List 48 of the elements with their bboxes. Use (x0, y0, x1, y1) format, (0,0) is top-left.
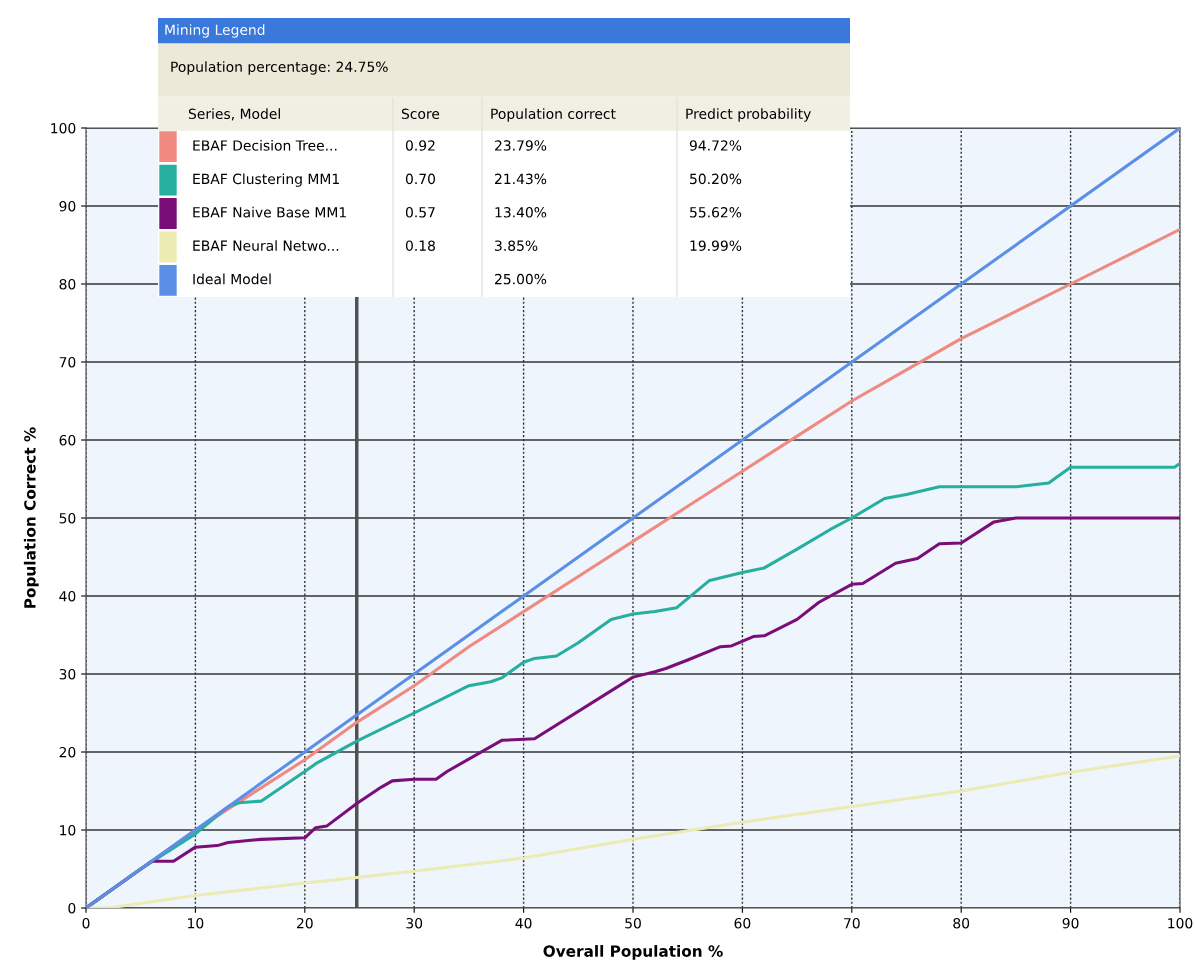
y-tick-label: 0 (68, 902, 76, 914)
legend-label: EBAF Decision Tree... (193, 139, 337, 151)
x-tick-label: 80 (953, 917, 970, 929)
legend-label: EBAF Clustering MM1 (193, 173, 339, 187)
text: Score (401, 108, 440, 120)
y-tick-label: 40 (59, 590, 76, 602)
x-tick-label: 40 (515, 917, 532, 929)
text: Series, Model (188, 108, 280, 121)
annotation: 0.57 (405, 207, 435, 218)
chart-subtitle: Population percentage: 24.75% (171, 61, 388, 75)
legend-label: EBAF Naive Base MM1 (193, 206, 346, 218)
annotation: 0.70 (405, 173, 435, 185)
annotation: 25.00% (495, 273, 547, 285)
annotation: 13.40% (495, 207, 547, 218)
y-tick-label: 90 (59, 200, 76, 212)
x-axis-title: Overall Population % (543, 945, 723, 960)
annotation: 0.92 (405, 140, 435, 151)
annotation: 55.62% (690, 207, 742, 218)
legend-title: Mining Legend (165, 24, 265, 38)
text: Predict probability (686, 108, 811, 122)
x-tick-label: 10 (188, 917, 204, 929)
annotation: 23.79% (495, 140, 547, 151)
x-tick-label: 90 (1062, 917, 1079, 929)
x-tick-label: 50 (625, 917, 641, 929)
annotation: 21.43% (495, 173, 547, 185)
x-tick-label: 30 (406, 917, 423, 929)
x-tick-label: 20 (296, 917, 313, 929)
annotation: 94.72% (689, 140, 742, 151)
y-tick-label: 10 (60, 824, 76, 836)
y-tick-label: 60 (59, 434, 76, 446)
x-tick-label: 60 (734, 917, 751, 929)
legend-label: EBAF Neural Netwo... (193, 240, 339, 251)
y-tick-label: 50 (59, 512, 76, 524)
x-tick-label: 70 (844, 917, 860, 929)
y-tick-label: 70 (59, 356, 76, 368)
x-tick-label: 100 (1168, 917, 1193, 929)
text: Population correct (491, 108, 616, 122)
x-tick-label: 0 (82, 917, 90, 929)
y-tick-label: 20 (59, 746, 76, 758)
annotation: 3.85% (495, 240, 538, 251)
annotation: 0.18 (405, 240, 435, 251)
y-axis-title: Population Correct % (23, 427, 39, 608)
y-tick-label: 80 (59, 278, 76, 290)
y-tick-label: 100 (51, 122, 76, 134)
annotation: 19.99% (690, 240, 742, 251)
legend-label: Ideal Model (193, 273, 271, 285)
y-tick-label: 30 (59, 668, 76, 680)
annotation: 50.20% (690, 173, 742, 185)
